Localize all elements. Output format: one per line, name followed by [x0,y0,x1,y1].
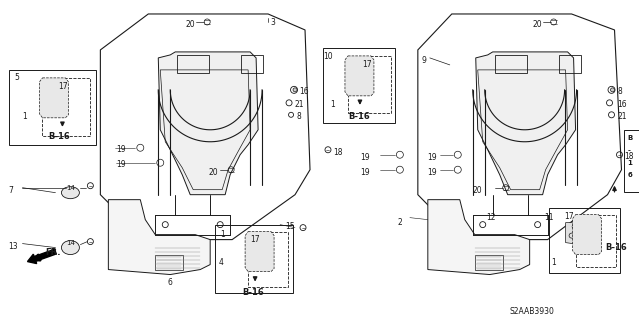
Bar [42,78,90,136]
Polygon shape [566,223,582,245]
Text: 19: 19 [360,153,369,162]
Text: 21: 21 [618,112,627,121]
Text: 15: 15 [285,222,294,231]
Bar [559,55,580,73]
Text: 16: 16 [299,87,308,96]
Polygon shape [250,242,267,264]
Text: 19: 19 [360,168,369,177]
Text: 10: 10 [323,52,333,61]
Text: 18: 18 [625,152,634,161]
Bar [495,55,527,73]
Text: 17: 17 [362,60,372,69]
Bar [248,232,288,286]
Text: FR.: FR. [45,248,61,256]
Text: 8: 8 [618,87,622,96]
Text: 20: 20 [472,186,482,195]
Circle shape [293,88,297,92]
Text: 8: 8 [296,112,301,121]
Text: B-16: B-16 [49,132,70,141]
Polygon shape [476,52,575,195]
Text: 6: 6 [627,172,632,178]
Polygon shape [245,232,274,271]
Bar [348,56,391,113]
Text: 21: 21 [294,100,303,109]
FancyArrow shape [28,249,56,263]
Text: 6: 6 [168,278,173,286]
Bar [177,55,209,73]
Text: 13: 13 [8,241,18,251]
Text: 20: 20 [209,168,218,177]
Text: B-16: B-16 [605,242,627,252]
Bar [215,225,293,293]
Text: S2AAB3930: S2AAB3930 [509,308,554,316]
Text: 18: 18 [333,148,342,157]
Bar [241,55,263,73]
Text: 9: 9 [422,56,427,65]
Polygon shape [573,215,602,255]
Text: B: B [627,135,633,141]
Polygon shape [345,56,374,96]
Bar [323,48,395,123]
Circle shape [611,88,614,92]
Ellipse shape [61,187,79,199]
Text: 12: 12 [486,213,495,222]
Text: 17: 17 [250,234,260,244]
Text: 11: 11 [545,213,554,222]
Text: 1: 1 [627,160,632,166]
Polygon shape [108,200,210,275]
Text: 1: 1 [220,230,225,239]
Text: B-16: B-16 [348,112,370,121]
Text: 2: 2 [398,218,403,226]
Polygon shape [428,200,530,275]
Polygon shape [40,78,68,118]
Bar [575,215,616,267]
Text: 3: 3 [270,18,275,27]
Ellipse shape [61,241,79,255]
Text: -: - [627,148,630,154]
Text: B-16: B-16 [242,287,264,297]
Text: 1: 1 [22,112,28,121]
Text: 17: 17 [58,82,68,91]
Text: 7: 7 [8,186,13,195]
Bar [548,208,621,272]
Bar [475,255,502,270]
Bar [156,255,183,270]
Bar [8,70,97,145]
Polygon shape [158,52,258,195]
Circle shape [257,245,260,248]
Text: 14: 14 [67,185,76,191]
Bar [625,130,639,192]
Polygon shape [352,68,369,90]
Circle shape [358,70,362,73]
Text: 19: 19 [427,153,436,162]
Text: 16: 16 [618,100,627,109]
Text: 19: 19 [116,160,126,169]
Circle shape [572,225,575,228]
Text: 19: 19 [116,145,126,154]
Text: 20: 20 [185,20,195,29]
Circle shape [55,93,58,96]
Text: 5: 5 [15,73,19,82]
Text: 1: 1 [552,257,556,267]
Polygon shape [49,90,65,112]
Text: 14: 14 [67,240,76,246]
Text: 20: 20 [532,20,542,29]
Text: 1: 1 [330,100,335,109]
Text: 19: 19 [427,168,436,177]
Text: 4: 4 [218,257,223,267]
Text: 17: 17 [564,211,574,221]
